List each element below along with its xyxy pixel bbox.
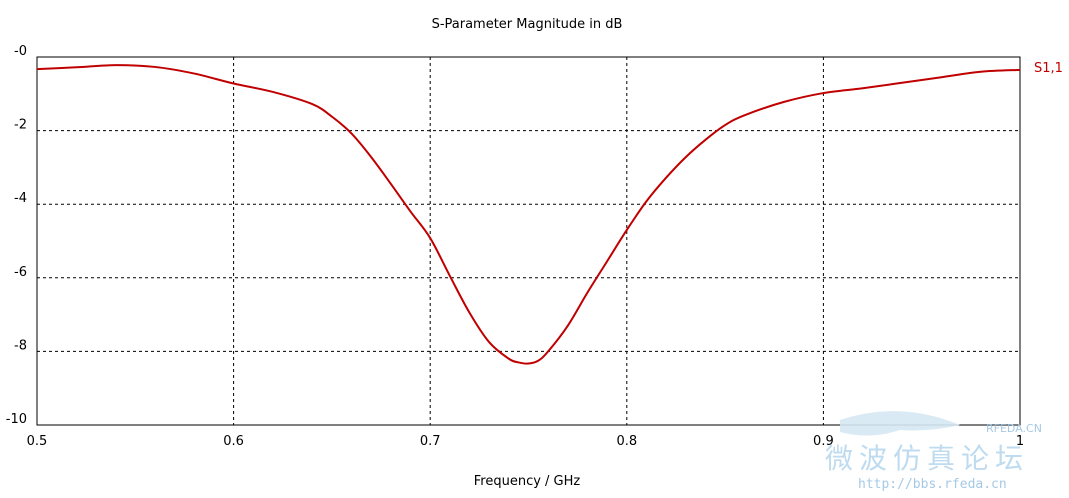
x-tick-label: 0.6: [223, 434, 244, 449]
watermark: RFEDA.CN 微波仿真论坛 http://bbs.rfeda.cn: [825, 411, 1042, 492]
series-line-s11: [36, 64, 1021, 365]
x-tick-label: 1: [1016, 434, 1024, 449]
chart-title: S-Parameter Magnitude in dB: [432, 17, 623, 32]
y-tick-label: -2: [14, 118, 27, 133]
y-tick-label: -4: [14, 191, 27, 206]
watermark-url: http://bbs.rfeda.cn: [858, 477, 1007, 492]
x-tick-label: 0.9: [813, 434, 834, 449]
plot-frame: [36, 56, 1021, 426]
grid-lines: [37, 57, 1020, 425]
legend-label-s11: S1,1: [1034, 61, 1063, 76]
watermark-chinese: 微波仿真论坛: [825, 442, 1029, 475]
x-tick-labels: 0.5 0.6 0.7 0.8 0.9 1: [27, 434, 1024, 449]
x-tick-label: 0.7: [420, 434, 441, 449]
x-tick-label: 0.5: [27, 434, 48, 449]
x-axis-label: Frequency / GHz: [474, 474, 581, 489]
y-tick-label: -0: [14, 44, 27, 59]
y-tick-label: -8: [14, 338, 27, 353]
y-tick-labels: -0 -2 -4 -6 -8 -10: [6, 44, 27, 427]
y-tick-label: -6: [14, 265, 27, 280]
watermark-brand: RFEDA.CN: [986, 422, 1042, 435]
watermark-wing-icon: [840, 411, 960, 436]
x-tick-label: 0.8: [616, 434, 637, 449]
y-tick-label: -10: [6, 412, 27, 427]
